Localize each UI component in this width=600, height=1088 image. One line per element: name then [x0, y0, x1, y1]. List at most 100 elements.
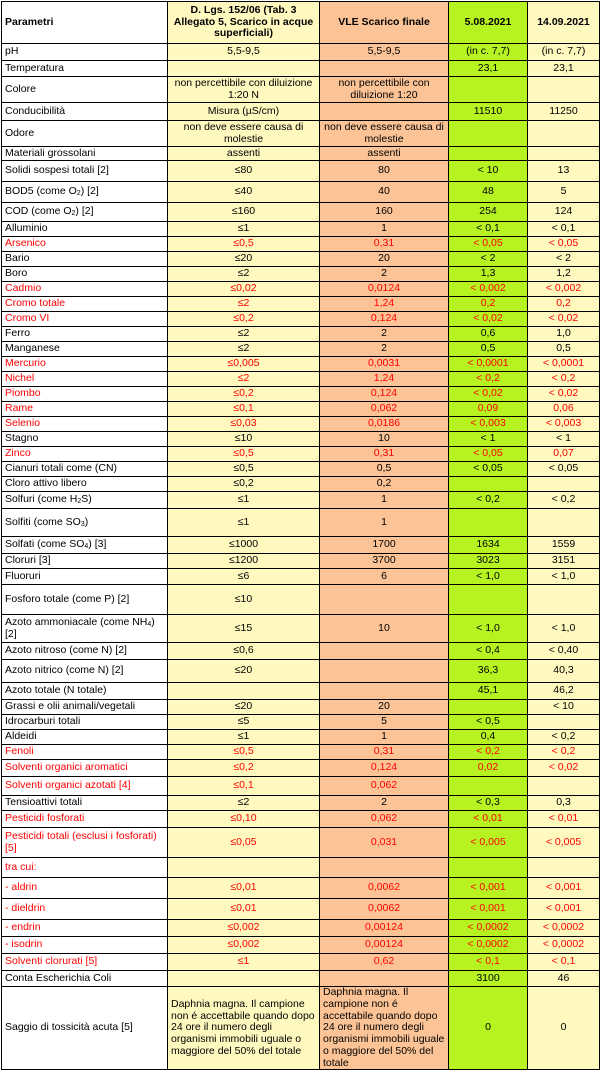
measure-1-cell [448, 76, 528, 103]
law-limit-cell [167, 970, 320, 987]
vle-cell: 20 [319, 699, 449, 715]
table-row: Solidi sospesi totali [2] ≤80 80 < 10 13 [1, 160, 600, 182]
measure-1-cell: < 10 [448, 160, 528, 182]
param-cell: Saggio di tossicità acuta [5] [1, 985, 168, 1071]
param-cell: Odore [1, 120, 168, 147]
vle-cell: 0,0062 [319, 877, 449, 899]
param-cell: Pesticidi fosforati [1, 810, 168, 828]
param-cell: Zinco [1, 446, 168, 462]
param-cell: Cromo VI [1, 311, 168, 327]
table-row: Manganese ≤2 2 0,5 0,5 [1, 341, 600, 357]
measure-1-cell: < 0,05 [448, 461, 528, 477]
vle-cell: 1 [319, 729, 449, 745]
measure-2-cell: < 0,0001 [527, 356, 600, 372]
subscript: 3 [80, 520, 85, 528]
measure-2-cell: < 0,05 [527, 236, 600, 252]
law-limit-cell: non deve essere causa di molestie [167, 120, 320, 147]
table-row: Solventi organici azotati [4] ≤0,1 0,062 [1, 776, 600, 796]
vle-cell: 2 [319, 266, 449, 282]
measure-2-cell: 11250 [527, 102, 600, 121]
law-limit-cell: ≤0,2 [167, 759, 320, 777]
vle-cell: 10 [319, 431, 449, 447]
subscript: 2 [76, 190, 81, 198]
measure-2-cell: < 1,0 [527, 614, 600, 643]
measure-2-cell: < 0,05 [527, 461, 600, 477]
measure-2-cell: < 0,2 [527, 729, 600, 745]
vle-cell [319, 642, 449, 660]
table-row: Colore non percettibile con diluizione 1:… [1, 76, 600, 103]
vle-cell: 0,62 [319, 953, 449, 971]
law-limit-cell: ≤0,2 [167, 476, 320, 492]
vle-cell: 0,031 [319, 827, 449, 858]
param-cell: - aldrin [1, 877, 168, 899]
law-limit-cell: non percettibile con diluizione 1:20 N [167, 76, 320, 103]
measure-2-cell [527, 714, 600, 730]
param-cell: Solfati (come SO4) [3] [1, 536, 168, 554]
measure-1-cell: < 0,2 [448, 491, 528, 509]
subscript: 2 [71, 210, 76, 218]
measure-1-cell: < 0,001 [448, 898, 528, 920]
vle-cell: 1700 [319, 536, 449, 554]
law-limit-cell: ≤20 [167, 699, 320, 715]
measure-2-cell: 1,2 [527, 266, 600, 282]
table-row: COD (come O2) [2] ≤160 160 254 124 [1, 202, 600, 222]
vle-cell: 40 [319, 181, 449, 203]
table-row: Tensioattivi totali ≤2 2 < 0,3 0,3 [1, 795, 600, 811]
table-row: Ferro ≤2 2 0,6 1,0 [1, 326, 600, 342]
vle-cell: 0,062 [319, 401, 449, 417]
param-cell: Solidi sospesi totali [2] [1, 160, 168, 182]
measure-2-cell: < 0,02 [527, 311, 600, 327]
param-cell: Cianuri totali come (CN) [1, 461, 168, 477]
measure-2-cell [527, 76, 600, 103]
law-limit-cell: 5,5-9,5 [167, 43, 320, 61]
param-cell: Solventi organici aromatici [1, 759, 168, 777]
param-cell: Arsenico [1, 236, 168, 252]
measure-1-cell: < 0,3 [448, 795, 528, 811]
law-limit-cell: ≤2 [167, 341, 320, 357]
measure-1-cell: 0,2 [448, 296, 528, 312]
vle-cell: 0,00124 [319, 936, 449, 954]
measure-1-cell: < 2 [448, 251, 528, 267]
vle-cell: 1 [319, 221, 449, 237]
table-row: - endrin ≤0,002 0,00124 < 0,0002 < 0,0002 [1, 919, 600, 937]
measure-2-cell [527, 508, 600, 537]
law-limit-cell: ≤160 [167, 202, 320, 222]
measure-2-cell: 40,3 [527, 659, 600, 683]
param-cell: Nichel [1, 371, 168, 387]
measure-1-cell: 1,3 [448, 266, 528, 282]
law-limit-cell: ≤0,6 [167, 642, 320, 660]
vle-cell [319, 659, 449, 683]
table-row: Nichel ≤2 1,24 < 0,2 < 0,2 [1, 371, 600, 387]
vle-cell: 1 [319, 491, 449, 509]
measure-2-cell: < 0,0002 [527, 936, 600, 954]
measure-2-cell: < 0,001 [527, 898, 600, 920]
law-limit-cell: ≤5 [167, 714, 320, 730]
law-limit-cell: ≤2 [167, 266, 320, 282]
measure-2-cell: < 0,002 [527, 281, 600, 297]
table-row: - aldrin ≤0,01 0,0062 < 0,001 < 0,001 [1, 877, 600, 899]
param-cell: Conta Escherichia Coli [1, 970, 168, 987]
law-limit-cell: ≤10 [167, 431, 320, 447]
measure-1-cell: (in c. 7,7) [448, 43, 528, 61]
vle-cell [319, 857, 449, 878]
param-cell: Pesticidi totali (esclusi i fosforati) [… [1, 827, 168, 858]
measure-1-cell: 11510 [448, 102, 528, 121]
table-row: - dieldrin ≤0,01 0,0062 < 0,001 < 0,001 [1, 898, 600, 920]
law-limit-cell: ≤2 [167, 795, 320, 811]
vle-cell: 20 [319, 251, 449, 267]
measure-2-cell: (in c. 7,7) [527, 43, 600, 61]
param-cell: - isodrin [1, 936, 168, 954]
law-limit-cell: ≤6 [167, 568, 320, 585]
vle-cell: 5 [319, 714, 449, 730]
vle-cell: 0,0062 [319, 898, 449, 920]
measure-2-cell: < 0,40 [527, 642, 600, 660]
law-limit-cell: ≤1000 [167, 536, 320, 554]
law-limit-cell: ≤0,02 [167, 281, 320, 297]
param-cell: Ferro [1, 326, 168, 342]
law-limit-cell: ≤0,002 [167, 919, 320, 937]
param-cell: Azoto totale (N totale) [1, 682, 168, 700]
param-cell: Rame [1, 401, 168, 417]
measure-2-cell: < 0,01 [527, 810, 600, 828]
law-limit-cell: ≤20 [167, 251, 320, 267]
